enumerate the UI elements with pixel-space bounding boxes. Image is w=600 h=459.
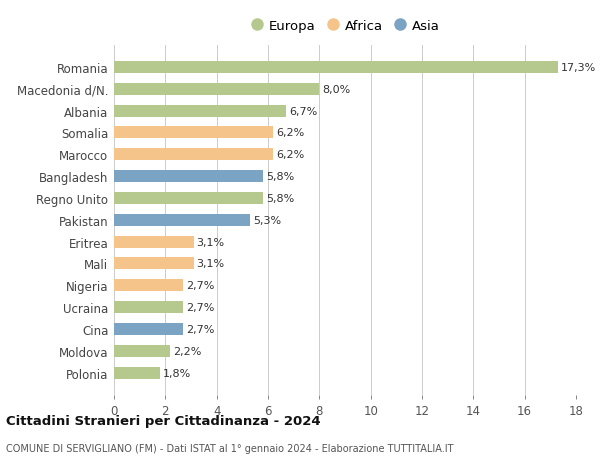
Text: 5,3%: 5,3% xyxy=(253,215,281,225)
Bar xyxy=(114,280,184,292)
Text: 2,7%: 2,7% xyxy=(187,325,215,334)
Text: 6,2%: 6,2% xyxy=(276,150,304,160)
Text: 3,1%: 3,1% xyxy=(197,237,225,247)
Text: 6,7%: 6,7% xyxy=(289,106,317,116)
Text: 6,2%: 6,2% xyxy=(276,128,304,138)
Text: 5,8%: 5,8% xyxy=(266,194,294,203)
Bar xyxy=(114,106,286,118)
Bar xyxy=(114,149,273,161)
Legend: Europa, Africa, Asia: Europa, Africa, Asia xyxy=(245,14,445,38)
Text: 2,2%: 2,2% xyxy=(173,346,202,356)
Text: Cittadini Stranieri per Cittadinanza - 2024: Cittadini Stranieri per Cittadinanza - 2… xyxy=(6,414,320,428)
Text: 2,7%: 2,7% xyxy=(187,302,215,313)
Bar xyxy=(114,367,160,379)
Text: 17,3%: 17,3% xyxy=(561,63,596,73)
Bar xyxy=(114,214,250,226)
Bar xyxy=(114,192,263,205)
Bar xyxy=(114,236,194,248)
Bar xyxy=(114,323,184,335)
Bar xyxy=(114,62,558,74)
Text: 2,7%: 2,7% xyxy=(187,281,215,291)
Bar xyxy=(114,84,319,95)
Text: COMUNE DI SERVIGLIANO (FM) - Dati ISTAT al 1° gennaio 2024 - Elaborazione TUTTIT: COMUNE DI SERVIGLIANO (FM) - Dati ISTAT … xyxy=(6,443,454,453)
Text: 3,1%: 3,1% xyxy=(197,259,225,269)
Bar xyxy=(114,258,194,270)
Text: 8,0%: 8,0% xyxy=(322,84,350,95)
Bar xyxy=(114,345,170,357)
Bar xyxy=(114,171,263,183)
Bar xyxy=(114,302,184,313)
Text: 1,8%: 1,8% xyxy=(163,368,191,378)
Text: 5,8%: 5,8% xyxy=(266,172,294,182)
Bar xyxy=(114,127,273,139)
